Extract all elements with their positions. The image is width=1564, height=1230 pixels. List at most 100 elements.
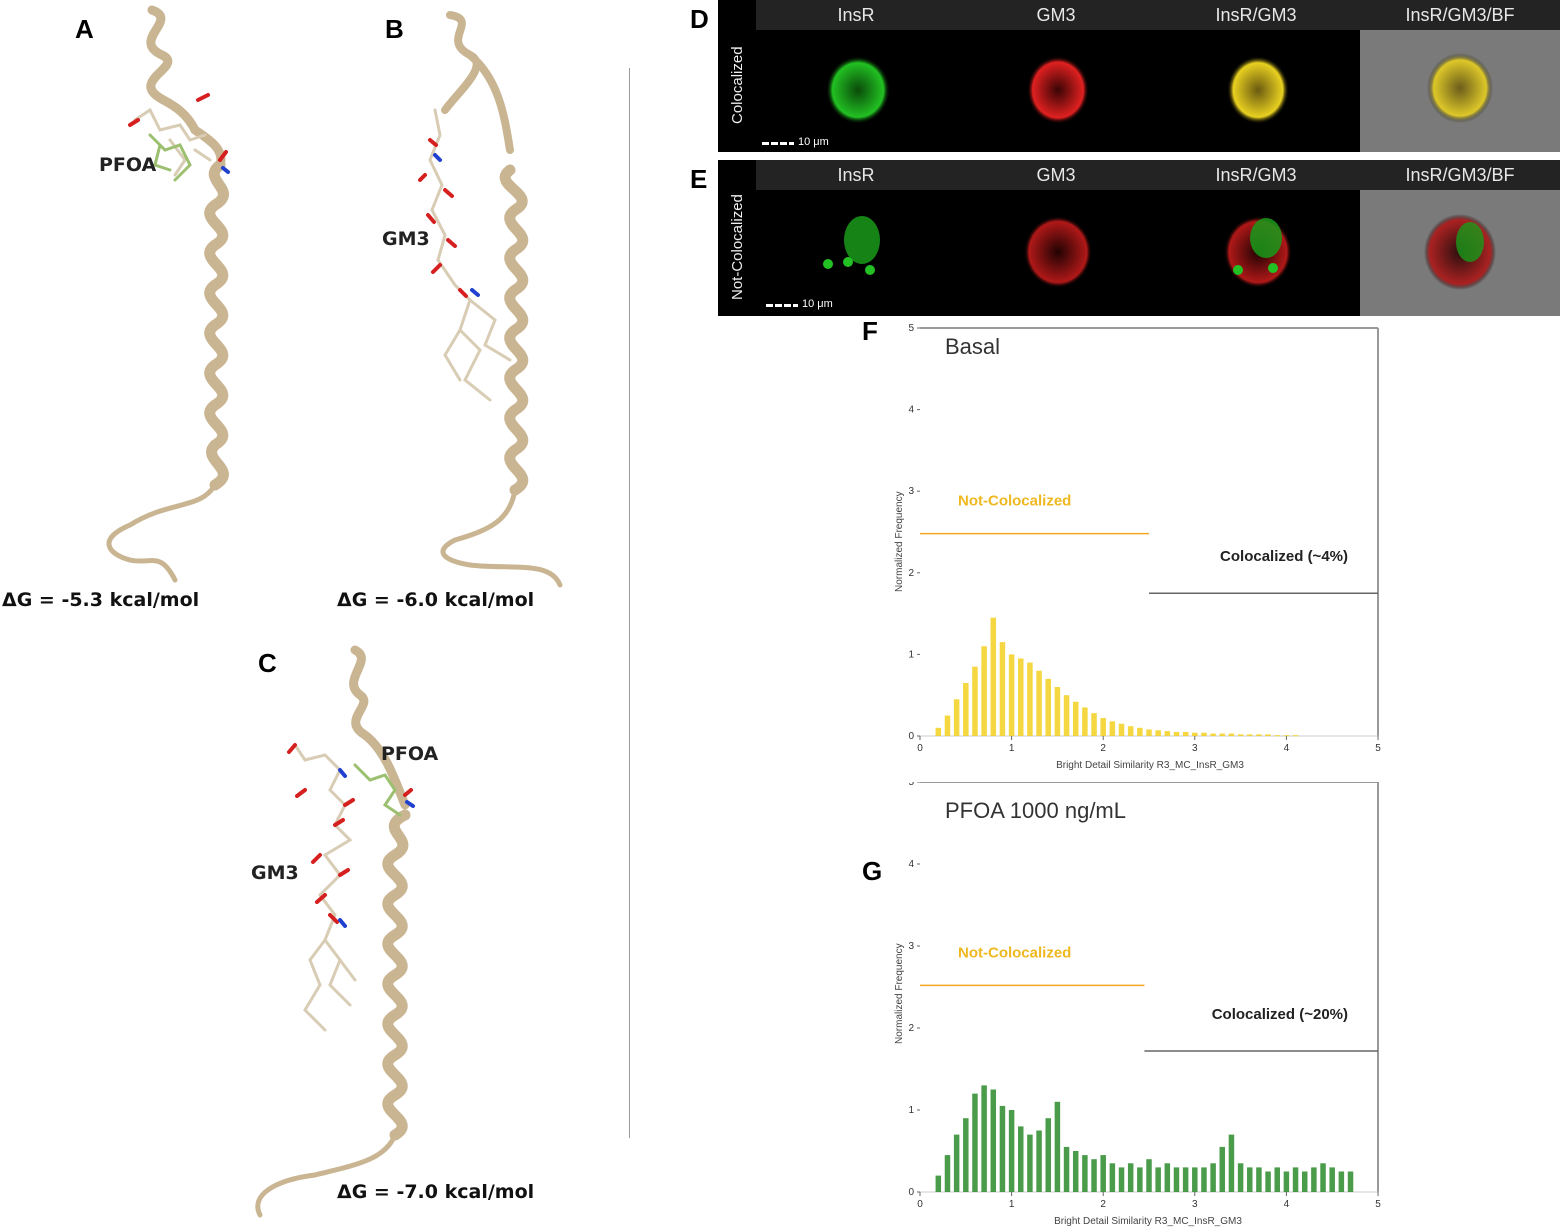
panel-label-b: B — [385, 14, 404, 44]
histogram-bar — [1210, 1163, 1216, 1192]
histogram-bar — [1292, 1167, 1299, 1192]
histogram-bar — [1256, 734, 1262, 736]
histogram-bar — [1018, 1126, 1024, 1192]
histogram-bar — [1292, 735, 1299, 737]
histogram-bar — [1127, 726, 1134, 736]
microscopy-row-not-colocalized: Not-Colocalized InsR GM3 InsR/GM3 InsR/G… — [718, 160, 1560, 316]
x-tick-label: 5 — [1375, 743, 1381, 754]
y-tick-label: 4 — [908, 859, 914, 870]
histogram-bar — [1311, 1167, 1317, 1192]
y-tick-label: 3 — [908, 941, 914, 952]
histogram-bar — [1118, 723, 1125, 736]
x-tick-label: 2 — [1100, 1199, 1106, 1210]
chart-title: Basal — [945, 334, 1000, 359]
x-tick-label: 0 — [917, 743, 923, 754]
histogram-bar — [972, 1093, 978, 1192]
scale-bar-label: 10 μm — [802, 298, 833, 310]
x-tick-label: 5 — [1375, 1199, 1381, 1210]
histogram-bar — [1137, 1167, 1143, 1192]
histogram-bar — [1164, 731, 1171, 736]
histogram-bar — [1054, 1101, 1061, 1192]
histogram-bar — [1265, 1171, 1271, 1192]
histogram-bar — [1063, 695, 1070, 736]
column-header-insr: InsR — [837, 165, 875, 185]
y-tick-label: 0 — [908, 1187, 914, 1198]
y-tick-label: 5 — [908, 323, 914, 334]
x-tick-label: 4 — [1284, 743, 1290, 754]
histogram-bar — [1063, 1146, 1070, 1192]
histogram-bar — [1072, 701, 1079, 736]
x-tick-label: 1 — [1009, 743, 1015, 754]
histogram-bar — [1173, 1167, 1180, 1192]
histogram-bar — [1338, 1171, 1345, 1192]
y-tick-label: 2 — [908, 568, 914, 579]
histogram-bar — [1210, 733, 1216, 736]
binding-energy-a: ΔG = -5.3 kcal/mol — [2, 589, 200, 611]
ligand-label-pfoa-a: PFOA — [99, 154, 157, 176]
y-tick-label: 3 — [908, 486, 914, 497]
x-axis-label: Bright Detail Similarity R3_MC_InsR_GM3 — [1056, 760, 1244, 771]
histogram-bar — [1228, 1134, 1235, 1192]
histogram-bar — [953, 1134, 960, 1192]
histogram-bar — [1301, 1171, 1308, 1192]
histogram-bar — [1265, 734, 1271, 736]
column-header-gm3: GM3 — [1036, 165, 1076, 185]
histogram-bar — [1155, 730, 1161, 736]
column-header-gm3: GM3 — [1036, 5, 1076, 25]
histogram-bar — [1008, 1110, 1015, 1192]
histogram-bar — [1091, 1159, 1097, 1192]
histogram-bar — [1109, 721, 1116, 736]
histogram-bar — [1237, 734, 1244, 736]
panel-label-g: G — [862, 856, 883, 886]
gate-label-not-colocalized: Not-Colocalized — [958, 944, 1071, 961]
column-header-insr-gm3: InsR/GM3 — [1215, 165, 1297, 185]
histogram-bar — [1219, 1146, 1226, 1192]
histogram-bar — [1182, 731, 1189, 736]
x-tick-label: 4 — [1284, 1199, 1290, 1210]
column-header-insr: InsR — [837, 5, 875, 25]
y-tick-label: 1 — [908, 1105, 914, 1116]
histogram-bar — [1247, 1167, 1253, 1192]
histogram-bar — [1192, 732, 1198, 736]
gate-label-not-colocalized: Not-Colocalized — [958, 493, 1071, 510]
histogram-bar — [1320, 1163, 1326, 1192]
histogram-bar — [935, 727, 942, 736]
binding-energy-b: ΔG = -6.0 kcal/mol — [337, 589, 535, 611]
histogram-bar — [1274, 735, 1280, 737]
histogram-bar — [1274, 1167, 1280, 1192]
histogram-bar — [1118, 1167, 1125, 1192]
histogram-bar — [1201, 1167, 1207, 1192]
x-axis-label: Bright Detail Similarity R3_MC_InsR_GM3 — [1054, 1216, 1242, 1227]
molecule-structure-a — [106, 5, 230, 583]
histogram-bar — [944, 1155, 951, 1192]
scale-bar-label: 10 μm — [798, 136, 829, 148]
panel-label-c: C — [258, 648, 277, 678]
scale-bar — [766, 304, 798, 307]
histogram-bar — [1027, 1134, 1033, 1192]
histogram-pfoa: PFOA 1000 ng/mL Normalized Frequency Bri… — [894, 782, 1381, 1227]
histogram-bar — [1219, 733, 1226, 736]
histogram-bar — [1027, 662, 1033, 736]
column-header-bar — [756, 0, 1560, 30]
histogram-bar — [1173, 731, 1180, 736]
column-header-bar — [756, 160, 1560, 190]
histogram-bar — [1329, 1167, 1335, 1192]
histogram-bar — [1109, 1163, 1116, 1192]
histogram-bar — [1082, 707, 1088, 736]
histogram-bar — [1018, 658, 1024, 736]
y-tick-label: 1 — [908, 649, 914, 660]
histogram-bar — [963, 1118, 969, 1192]
histogram-bar — [1247, 734, 1253, 736]
histogram-bar — [1228, 733, 1235, 736]
x-tick-label: 2 — [1100, 743, 1106, 754]
histogram-bar — [990, 617, 997, 736]
histogram-bar — [1072, 1151, 1079, 1192]
histogram-bar — [1100, 1155, 1106, 1192]
panel-label-f: F — [862, 316, 878, 346]
histogram-bar — [1036, 1130, 1042, 1192]
histogram-bar — [1036, 670, 1042, 736]
histogram-bar — [1091, 713, 1097, 736]
y-axis-label: Normalized Frequency — [894, 943, 905, 1044]
y-tick-label: 2 — [908, 1023, 914, 1034]
histogram-bar — [1100, 718, 1106, 736]
